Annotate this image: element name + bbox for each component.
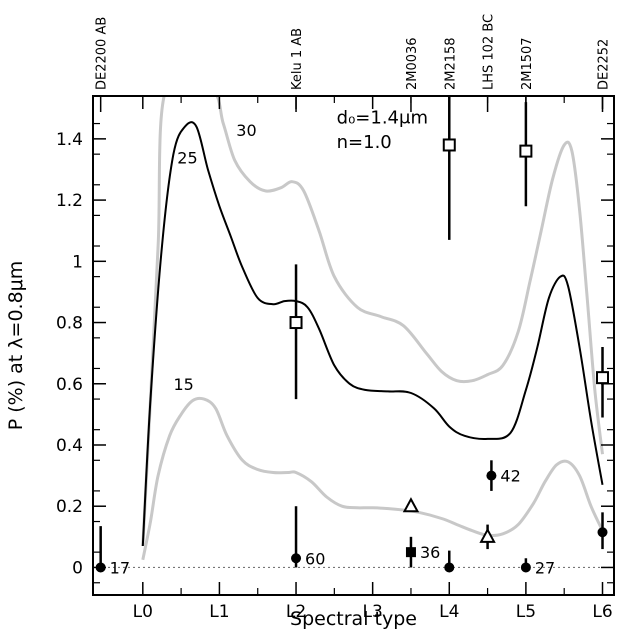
x-tick-label: L3 bbox=[363, 602, 383, 622]
y-tick-label: 0.4 bbox=[56, 436, 83, 456]
data-point-open-square bbox=[519, 102, 533, 207]
curve-label-25: 25 bbox=[177, 148, 197, 167]
data-point-circle: 17 bbox=[95, 526, 130, 577]
object-labels: DE2200 AB Kelu 1 AB 2M0036 2M2158 LHS 102 BC… bbox=[95, 14, 612, 112]
data-point-circle bbox=[444, 550, 455, 573]
object-label: LHS 102 BC bbox=[482, 14, 497, 90]
data-point-circle bbox=[597, 512, 608, 550]
y-tick-label: 0.6 bbox=[56, 375, 83, 395]
point-label: 17 bbox=[110, 558, 130, 577]
data-point-open-square bbox=[289, 264, 303, 400]
data-point-circle: 60 bbox=[291, 506, 325, 568]
x-tick-label: L5 bbox=[516, 602, 536, 622]
point-label: 60 bbox=[305, 549, 325, 568]
object-label: 2M0036 bbox=[405, 37, 420, 90]
marker-circle bbox=[444, 562, 455, 573]
marker-filled-square bbox=[405, 547, 416, 558]
data-points: 17 60 42 27 36 bbox=[95, 96, 610, 577]
marker-circle bbox=[486, 470, 497, 481]
object-label: DE2200 AB bbox=[95, 17, 110, 90]
point-label: 27 bbox=[535, 558, 555, 577]
y-tick-label: 1.2 bbox=[56, 191, 83, 211]
x-axis-label: Spectral type bbox=[290, 608, 417, 630]
marker-open-square bbox=[596, 371, 610, 385]
axis-ticks: L0 L1 L2 L3 L4 L5 L6 0 0.2 0.4 0.6 0.8 1 1.2 1.4 bbox=[56, 96, 614, 622]
marker-circle bbox=[291, 553, 302, 564]
param-n: n=1.0 bbox=[337, 132, 392, 153]
object-label: 2M2158 bbox=[443, 37, 458, 90]
data-point-open-triangle bbox=[402, 497, 420, 513]
y-tick-label: 0.2 bbox=[56, 497, 83, 517]
curve-label-30: 30 bbox=[236, 121, 256, 140]
y-tick-label: 1 bbox=[72, 252, 83, 272]
marker-open-square bbox=[519, 144, 533, 158]
x-tick-label: L4 bbox=[439, 602, 459, 622]
data-point-open-square bbox=[442, 96, 456, 240]
y-axis-label: P (%) at λ=0.8μm bbox=[5, 261, 27, 431]
data-point-circle: 27 bbox=[520, 558, 555, 577]
plot-frame bbox=[92, 95, 615, 596]
x-tick-label: L2 bbox=[286, 602, 306, 622]
data-point-filled-square: 36 bbox=[405, 536, 440, 568]
marker-open-triangle bbox=[479, 527, 496, 543]
data-point-open-square bbox=[596, 347, 610, 418]
marker-circle bbox=[597, 527, 608, 538]
x-tick-label: L0 bbox=[133, 602, 153, 622]
x-tick-label: L1 bbox=[209, 602, 229, 622]
param-d0: d₀=1.4μm bbox=[337, 108, 428, 129]
point-label: 42 bbox=[500, 467, 520, 486]
y-tick-label: 0 bbox=[72, 558, 83, 578]
object-label: DE2252 bbox=[597, 39, 612, 90]
model-curve-15 bbox=[141, 396, 604, 561]
object-label: Kelu 1 AB bbox=[290, 28, 305, 90]
point-label: 36 bbox=[420, 543, 440, 562]
model-curves bbox=[141, 96, 604, 561]
marker-circle bbox=[520, 562, 531, 573]
x-tick-label: L6 bbox=[592, 602, 612, 622]
model-curve-30 bbox=[141, 96, 604, 547]
object-label: 2M1507 bbox=[520, 37, 535, 90]
y-tick-label: 1.4 bbox=[56, 130, 83, 150]
marker-open-square bbox=[289, 316, 303, 330]
marker-open-triangle bbox=[402, 497, 420, 513]
marker-open-square bbox=[442, 138, 456, 152]
model-curve-25 bbox=[141, 121, 604, 547]
curve-label-15: 15 bbox=[173, 375, 193, 394]
data-point-circle: 42 bbox=[486, 460, 521, 491]
y-tick-label: 0.8 bbox=[56, 314, 83, 334]
data-point-open-triangle bbox=[479, 524, 496, 550]
